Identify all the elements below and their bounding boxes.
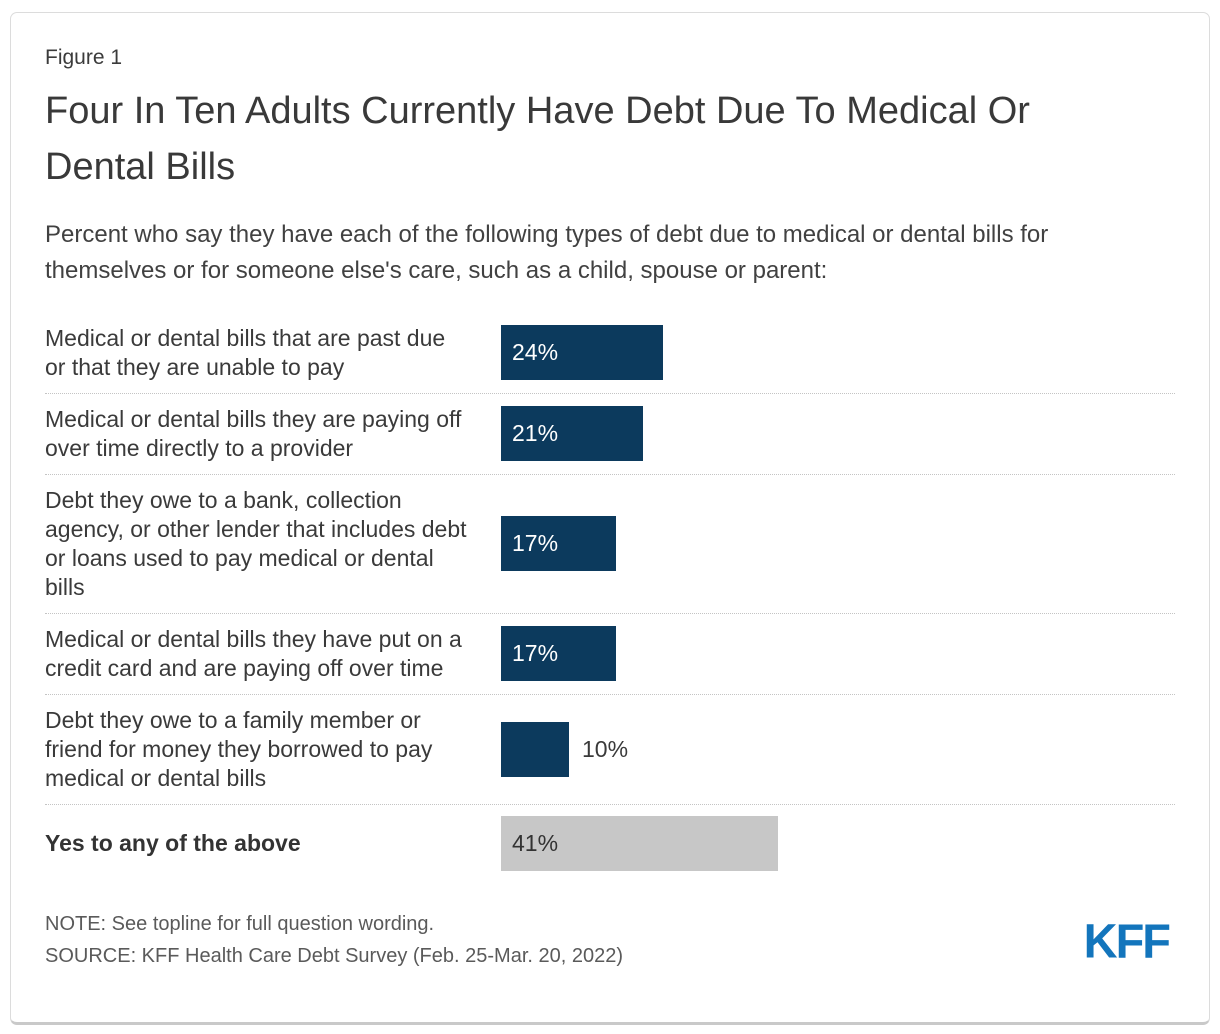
bar-track: 41% bbox=[501, 815, 1175, 871]
bar-track: 24% bbox=[501, 325, 1175, 381]
chart-row: Debt they owe to a family member or frie… bbox=[45, 693, 1175, 804]
row-label: Debt they owe to a bank, collection agen… bbox=[45, 486, 467, 600]
row-label: Medical or dental bills that are past du… bbox=[45, 324, 446, 380]
chart-row: Debt they owe to a bank, collection agen… bbox=[45, 473, 1175, 613]
source-text: SOURCE: KFF Health Care Debt Survey (Feb… bbox=[45, 945, 623, 968]
note-text: NOTE: See topline for full question word… bbox=[45, 912, 435, 935]
bar-track: 17% bbox=[501, 626, 1175, 682]
kff-logo: KFF bbox=[1083, 913, 1171, 968]
bar-track: 10% bbox=[501, 721, 1175, 777]
bar bbox=[501, 721, 569, 777]
figure-footer: NOTE: See topline for full question word… bbox=[45, 908, 1175, 973]
bar: 21% bbox=[501, 406, 643, 462]
bar-value: 41% bbox=[512, 829, 559, 856]
chart-row: Medical or dental bills they are paying … bbox=[45, 392, 1175, 474]
row-label: Yes to any of the above bbox=[45, 829, 301, 856]
bar-value: 17% bbox=[512, 640, 559, 667]
bar-track: 17% bbox=[501, 516, 1175, 572]
chart-row: Medical or dental bills they have put on… bbox=[45, 612, 1175, 694]
row-label: Medical or dental bills they are paying … bbox=[45, 405, 462, 461]
footer-notes: NOTE: See topline for full question word… bbox=[45, 908, 623, 973]
bar-value: 17% bbox=[512, 530, 559, 557]
chart-title: Four In Ten Adults Currently Have Debt D… bbox=[45, 90, 1030, 188]
bar: 17% bbox=[501, 626, 616, 682]
bar: 17% bbox=[501, 516, 616, 572]
bar: 41% bbox=[501, 815, 778, 871]
figure-card: Figure 1 Four In Ten Adults Currently Ha… bbox=[10, 12, 1210, 1025]
chart-subtitle: Percent who say they have each of the fo… bbox=[45, 220, 1049, 284]
row-label: Medical or dental bills they have put on… bbox=[45, 625, 462, 681]
bar-value: 10% bbox=[582, 735, 629, 762]
bar-chart: Medical or dental bills that are past du… bbox=[45, 313, 1175, 882]
chart-row: Medical or dental bills that are past du… bbox=[45, 313, 1175, 393]
row-label: Debt they owe to a family member or frie… bbox=[45, 706, 433, 791]
chart-row: Yes to any of the above 41% bbox=[45, 803, 1175, 882]
bar-value: 21% bbox=[512, 420, 559, 447]
bar: 24% bbox=[501, 325, 663, 381]
bar-track: 21% bbox=[501, 406, 1175, 462]
figure-label: Figure 1 bbox=[45, 46, 123, 69]
bar-value: 24% bbox=[512, 339, 559, 366]
